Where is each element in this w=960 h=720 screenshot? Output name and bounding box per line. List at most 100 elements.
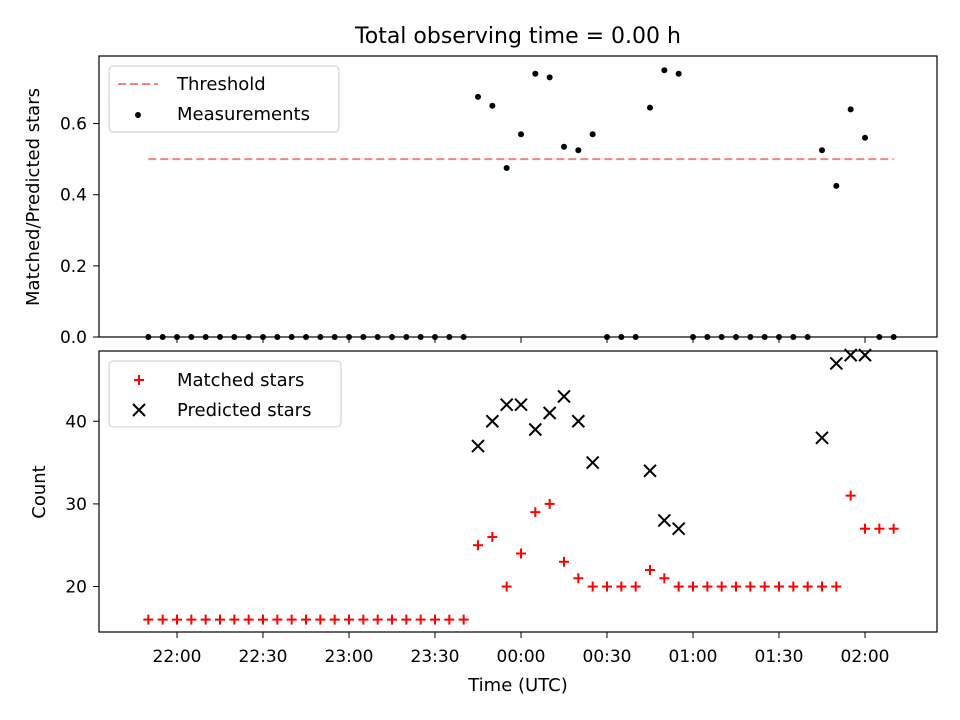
measurement-point [561,143,567,150]
matched-stars-point [788,581,799,592]
measurement-point [675,70,682,77]
measurement-point [532,70,539,77]
matched-stars-point [774,581,784,592]
predicted-legend-label: Predicted stars [177,400,311,421]
measurements-legend-swatch [135,112,141,118]
x-tick-label: 22:30 [239,647,288,667]
matched-stars-point [888,523,899,534]
matched-stars-point [387,614,397,625]
matched-stars-point [759,581,770,592]
matched-stars-point [401,614,412,625]
predicted-stars-point [557,389,571,404]
measurement-point [647,104,653,111]
matched-stars-point [157,614,168,625]
matched-stars-point [473,540,483,551]
predicted-legend-swatch [132,403,146,417]
count-axis-ticks: 22:00 22:30 23:00 23:30 00:00 00:30 01:00 01:30… [65,412,889,667]
matched-stars-point [544,498,555,509]
count-plot-marks [143,348,899,625]
y-tick-label: 40 [65,412,87,432]
matched-stars-point [329,614,340,625]
ratio-ylabel: Matched/Predicted stars [23,88,44,306]
matched-stars-point [845,490,856,501]
matched-stars-point [831,581,842,592]
matched-stars-point [243,614,254,625]
matched-stars-point [200,614,211,625]
measurement-point [546,74,553,81]
matched-stars-point [874,523,885,534]
y-tick-label: 20 [65,578,87,598]
matched-stars-point [430,614,440,625]
threshold-legend-label: Threshold [176,74,266,95]
matched-stars-point [602,581,612,592]
x-axis-label: Time (UTC) [467,675,568,696]
matched-stars-point [272,614,283,625]
predicted-stars-point [542,406,557,420]
matched-stars-point [802,581,813,592]
predicted-stars-point [514,398,528,412]
matched-stars-point [673,581,684,592]
x-tick-label: 23:00 [325,647,374,667]
matched-stars-point [860,523,870,534]
ratio-panel: 0.0 0.2 0.4 0.6 Matched/Predicted stars Thr… [23,55,938,348]
predicted-stars-point [499,398,514,412]
matched-stars-point [358,614,369,625]
matched-stars-point [702,581,713,592]
matched-stars-point [487,531,498,542]
matched-stars-point [172,614,182,625]
measurement-point [819,147,825,154]
count-legend-box [108,360,342,428]
measurement-point [503,165,510,172]
x-tick-label: 01:00 [669,647,718,667]
matched-stars-point [143,614,154,625]
matched-stars-point [516,548,526,559]
matched-stars-point [286,614,297,625]
measurement-point [475,93,481,100]
matched-stars-point [315,614,326,625]
matched-stars-point [458,614,469,625]
x-tick-label: 00:00 [497,647,546,667]
matched-stars-point [258,614,268,625]
predicted-stars-point [585,455,600,470]
y-tick-label: 0.0 [60,328,87,348]
count-panel: 22:00 22:30 23:00 23:30 00:00 00:30 01:00 01:30… [29,348,938,696]
matched-stars-point [186,614,197,625]
matched-stars-point [301,614,311,625]
predicted-stars-point [671,521,686,536]
predicted-stars-point [471,439,485,453]
count-ylabel: Count [29,465,50,518]
matched-stars-point [688,581,698,592]
matched-stars-point [630,581,641,592]
matched-stars-point [659,573,670,584]
matched-stars-point [501,581,512,592]
count-legend: Matched stars Predicted stars [108,360,342,428]
matched-stars-point [530,507,541,518]
matched-stars-point [645,565,655,576]
count-axes-frame [98,350,938,633]
matched-stars-point [229,614,240,625]
x-tick-label: 01:30 [755,647,804,667]
predicted-stars-point [657,513,672,528]
measurement-point [575,147,582,154]
y-tick-label: 30 [65,495,87,515]
measurements-legend-label: Measurements [177,104,310,125]
x-tick-label: 22:00 [153,647,202,667]
x-tick-label: 02:00 [841,647,890,667]
x-tick-label: 23:30 [411,647,460,667]
y-tick-label: 0.2 [60,257,87,277]
matched-stars-point [616,581,627,592]
predicted-stars-point [643,464,657,478]
measurement-point [661,67,668,74]
y-tick-label: 0.6 [60,115,87,135]
matched-stars-point [573,573,584,584]
matched-stars-point [817,581,827,592]
x-tick-label: 00:30 [583,647,632,667]
matched-stars-point [587,581,598,592]
matched-stars-point [344,614,354,625]
measurement-point [489,102,496,109]
measurement-point [518,131,524,138]
predicted-stars-point [571,414,586,428]
matched-stars-point [559,556,569,567]
ratio-axes-frame [98,55,938,338]
